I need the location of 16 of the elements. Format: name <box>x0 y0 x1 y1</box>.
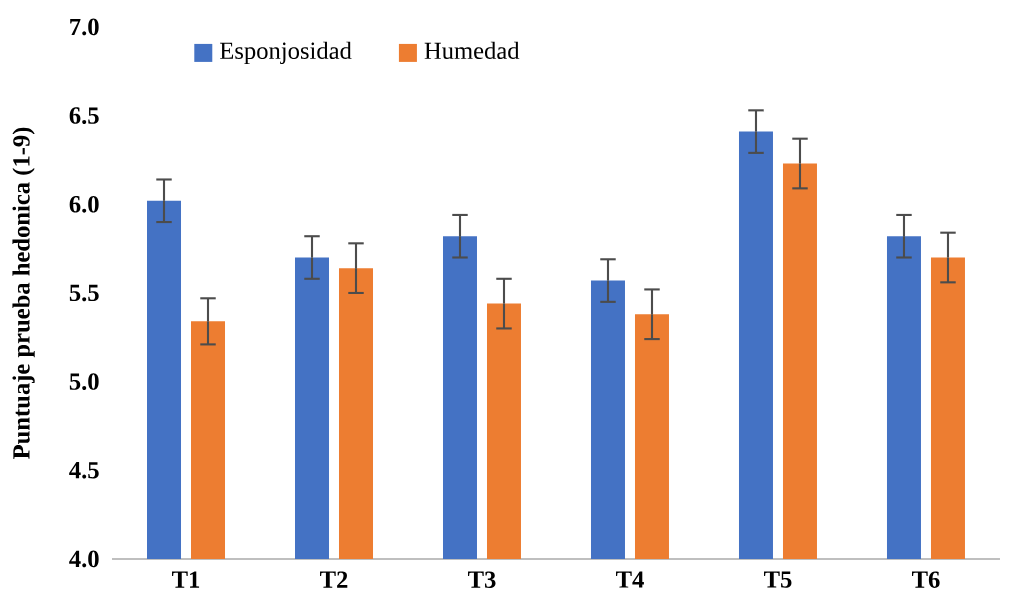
y-tick-label: 4.5 <box>69 462 99 479</box>
x-tick-label: T4 <box>616 571 644 588</box>
x-tick-label: T6 <box>912 571 940 588</box>
x-tick-label: T3 <box>468 571 496 588</box>
legend-label: Esponjosidad <box>220 41 352 65</box>
x-tick-label: T5 <box>764 571 792 588</box>
y-axis-title: Puntuaje prueba hedonica (1-9) <box>12 127 35 459</box>
legend-label: Humedad <box>424 41 520 60</box>
y-tick-label: 6.5 <box>69 107 99 124</box>
y-tick-label: 5.0 <box>69 373 99 390</box>
x-tick-label: T1 <box>172 571 200 588</box>
y-tick-label: 7.0 <box>70 18 99 36</box>
y-tick-label: 5.5 <box>69 284 99 302</box>
y-tick-label: 4.0 <box>69 550 99 568</box>
y-tick-label: 6.0 <box>69 195 99 213</box>
x-tick-label: T2 <box>320 571 348 588</box>
